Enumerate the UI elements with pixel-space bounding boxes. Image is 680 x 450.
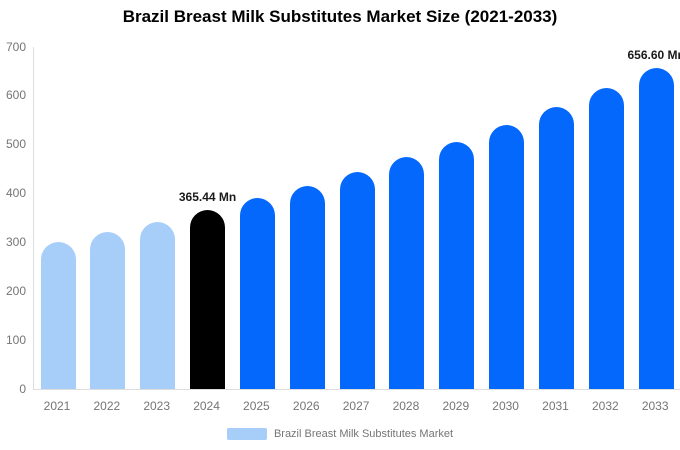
y-tick-label-500: 500 bbox=[5, 137, 26, 152]
x-tick-label-2024: 2024 bbox=[193, 399, 220, 413]
bar-value-label-2024: 365.44 Mn bbox=[178, 190, 237, 205]
y-tick-label-600: 600 bbox=[5, 88, 26, 103]
y-tick-label-300: 300 bbox=[5, 234, 26, 249]
x-tick-label-2030: 2030 bbox=[492, 399, 519, 413]
x-tick-label-2027: 2027 bbox=[342, 399, 370, 413]
x-tick-label-2025: 2025 bbox=[243, 399, 270, 413]
bar-2030 bbox=[489, 125, 525, 389]
bar-2024 bbox=[190, 210, 226, 389]
bar-2029 bbox=[439, 141, 475, 389]
x-tick-label-2022: 2022 bbox=[93, 399, 121, 413]
bar-value-label-2033: 656.60 Mn bbox=[627, 48, 680, 63]
x-tick-label-2023: 2023 bbox=[143, 399, 171, 413]
bar-2021 bbox=[40, 242, 76, 389]
plot-area: 365.44 Mn 656.60 Mn bbox=[33, 47, 680, 390]
x-tick-label-2029: 2029 bbox=[442, 399, 470, 413]
y-tick-label-400: 400 bbox=[5, 186, 26, 201]
x-tick-label-2021: 2021 bbox=[43, 399, 71, 413]
bar-2027 bbox=[339, 171, 375, 389]
legend-item[interactable]: Brazil Breast Milk Substitutes Market bbox=[0, 427, 680, 441]
y-tick-label-100: 100 bbox=[5, 332, 26, 347]
x-tick-label-2028: 2028 bbox=[392, 399, 420, 413]
x-tick-label-2031: 2031 bbox=[542, 399, 569, 413]
legend-swatch-icon bbox=[226, 428, 267, 440]
bar-2028 bbox=[389, 157, 425, 389]
bar-2026 bbox=[289, 185, 325, 389]
x-tick-label-2026: 2026 bbox=[292, 399, 320, 413]
bar-2023 bbox=[140, 221, 176, 389]
bar-2032 bbox=[588, 88, 624, 389]
bar-2025 bbox=[239, 198, 275, 389]
legend-label: Brazil Breast Milk Substitutes Market bbox=[273, 428, 454, 440]
x-tick-label-2032: 2032 bbox=[591, 399, 619, 413]
y-tick-label-0: 0 bbox=[19, 381, 26, 396]
y-tick-label-200: 200 bbox=[5, 283, 26, 298]
x-tick-label-2033: 2033 bbox=[641, 399, 669, 413]
bar-2031 bbox=[539, 107, 574, 389]
bar-2033 bbox=[638, 68, 674, 389]
bar-2022 bbox=[90, 232, 126, 389]
chart-title: Brazil Breast Milk Substitutes Market Si… bbox=[122, 7, 558, 26]
y-tick-label-700: 700 bbox=[5, 39, 26, 54]
